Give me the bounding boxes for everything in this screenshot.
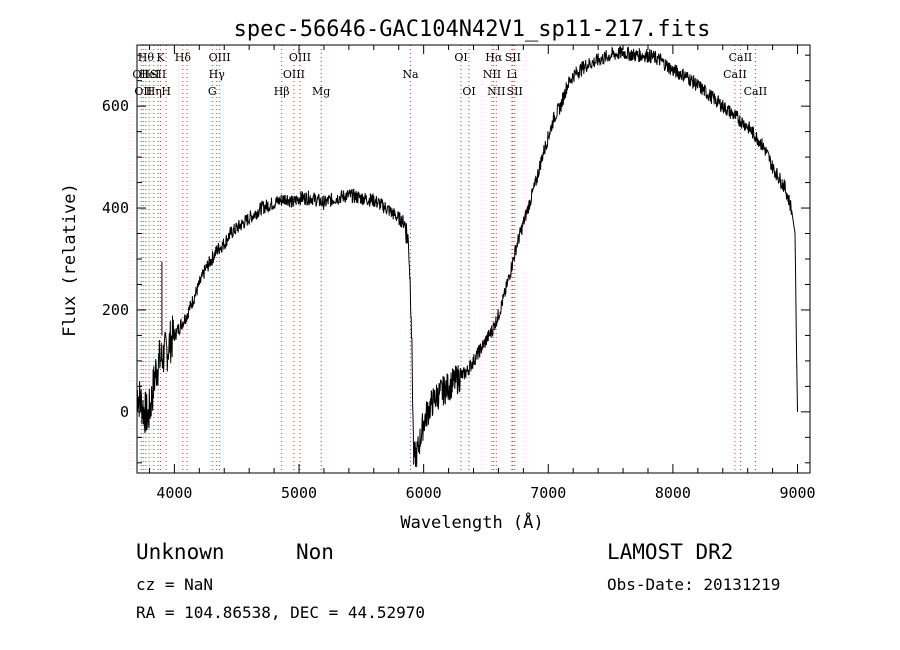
- emission-line-label: OIII: [283, 68, 305, 81]
- emission-line-label: SII: [505, 51, 521, 64]
- emission-line-label: HeI: [139, 68, 159, 81]
- emission-line-markers: [140, 45, 756, 473]
- emission-line-label: Hβ: [274, 85, 290, 98]
- emission-line-label: OII: [134, 85, 152, 98]
- subclass-label: Non: [296, 540, 334, 564]
- emission-line-label: SII: [507, 85, 523, 98]
- cz-label: cz = NaN: [136, 575, 214, 594]
- emission-line-label: K: [156, 51, 165, 64]
- x-axis-label: Wavelength (Å): [400, 511, 543, 533]
- class-label: Unknown: [136, 540, 225, 564]
- y-tick-label: 200: [102, 301, 129, 319]
- chart-title: spec-56646-GAC104N42V1_sp11-217.fits: [234, 17, 711, 42]
- emission-line-label: CaII: [744, 85, 768, 98]
- emission-line-label: Hθ: [138, 51, 155, 64]
- y-tick-label: 0: [120, 403, 129, 421]
- obs-date-label: Obs-Date: 20131219: [607, 575, 781, 594]
- x-tick-label: 9000: [779, 484, 815, 502]
- y-tick-label: 400: [102, 199, 129, 217]
- emission-line-label: OI: [462, 85, 475, 98]
- emission-line-label: Hη: [146, 85, 162, 98]
- emission-line-label: OIII: [209, 51, 231, 64]
- emission-line-label: Hα: [485, 51, 503, 64]
- emission-line-label: Hδ: [175, 51, 192, 64]
- emission-line-label: CaII: [723, 68, 747, 81]
- emission-line-label: CaII: [729, 51, 753, 64]
- coordinates-label: RA = 104.86538, DEC = 44.52970: [136, 603, 425, 622]
- x-tick-label: 8000: [655, 484, 691, 502]
- emission-line-label: G: [208, 85, 217, 98]
- y-axis-ticks: 0 200 400 600: [102, 54, 810, 464]
- y-axis-label: Flux (relative): [60, 183, 80, 337]
- emission-line-label: OIII: [289, 51, 311, 64]
- emission-line-labels: OIIOIIHθHeIHηSIIKHHδGHγOIIIHβOIIIOIIIMgN…: [132, 51, 767, 98]
- emission-line-label: H: [161, 85, 171, 98]
- x-tick-label: 7000: [530, 484, 566, 502]
- spectrum-series: [136, 46, 798, 468]
- emission-line-label: SII: [150, 68, 166, 81]
- plot-frame: [136, 44, 811, 474]
- emission-line-label: Na: [402, 68, 419, 81]
- spectrum-line: [136, 46, 798, 468]
- x-tick-label: 5000: [281, 484, 317, 502]
- x-tick-label: 6000: [406, 484, 442, 502]
- emission-line-label: NII: [483, 68, 501, 81]
- emission-line-label: NII: [487, 85, 505, 98]
- emission-line-label: OI: [454, 51, 467, 64]
- emission-line-label: Mg: [312, 85, 330, 98]
- x-tick-label: 4000: [156, 484, 192, 502]
- x-axis-ticks: 4000 5000 6000 7000 8000 9000: [148, 45, 816, 502]
- y-tick-label: 600: [102, 97, 129, 115]
- emission-line-label: Li: [506, 68, 517, 81]
- emission-line-label: Hγ: [209, 68, 226, 81]
- survey-label: LAMOST DR2: [607, 540, 734, 564]
